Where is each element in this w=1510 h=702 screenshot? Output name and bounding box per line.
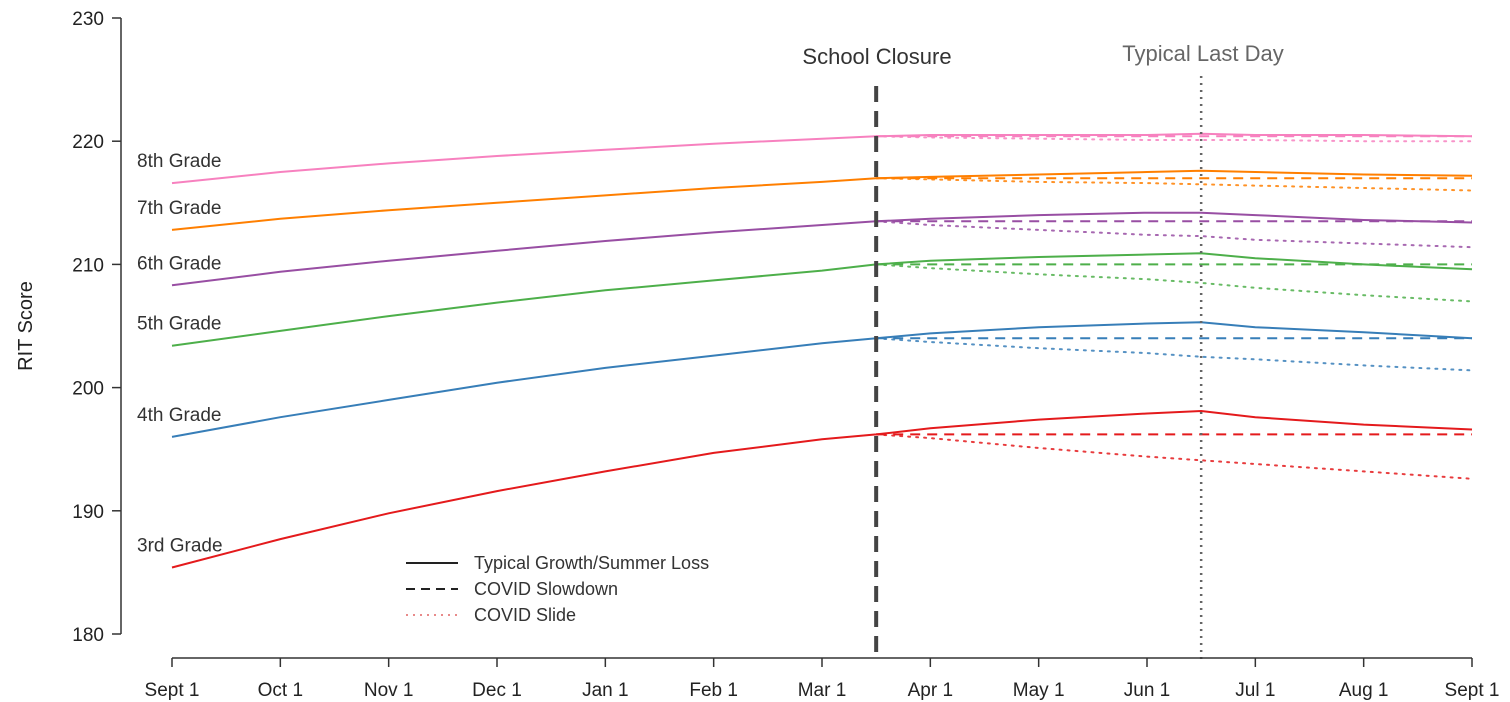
- 6th-grade-label: 6th Grade: [137, 253, 222, 274]
- x-tick-label: Apr 1: [908, 680, 953, 701]
- annotation-lines: [874, 76, 1203, 660]
- y-tick-label: 180: [72, 625, 104, 646]
- x-tick-label: Mar 1: [798, 680, 847, 701]
- y-tick-label: 230: [72, 9, 104, 30]
- 3rd-grade-label: 3rd Grade: [137, 535, 223, 556]
- x-tick-label: Sept 1: [1445, 680, 1500, 701]
- x-tick-label: Jun 1: [1124, 680, 1170, 701]
- legend: Typical Growth/Summer Loss COVID Slowdow…: [406, 553, 709, 625]
- x-tick-label: Nov 1: [364, 680, 414, 701]
- 8th-grade-covid-slide-line: [875, 135, 1473, 143]
- 6th-grade-covid-slide-line: [875, 220, 1473, 249]
- y-tick-label: 210: [72, 255, 104, 276]
- legend-label-slide: COVID Slide: [474, 605, 576, 625]
- x-tick-label: Feb 1: [689, 680, 738, 701]
- 3rd-grade-covid-slide-line: [875, 433, 1473, 480]
- y-tick-label: 200: [72, 379, 104, 400]
- x-ticks: Sept 1 Oct 1 Nov 1 Dec 1 Jan 1 Feb 1 Mar 1 Apr …: [145, 658, 1500, 701]
- 4th-grade-label: 4th Grade: [137, 405, 222, 426]
- 3rd-grade-typical-line: [171, 409, 1473, 569]
- x-tick-label: Aug 1: [1339, 680, 1389, 701]
- school-closure-label: School Closure: [802, 44, 951, 69]
- x-tick-label: Sept 1: [145, 680, 200, 701]
- 5th-grade-typical-line: [171, 252, 1473, 347]
- legend-label-typical: Typical Growth/Summer Loss: [474, 553, 709, 573]
- y-tick-label: 220: [72, 132, 104, 153]
- x-tick-label: Oct 1: [258, 680, 303, 701]
- 4th-grade-covid-slide-line: [875, 337, 1473, 372]
- grade-labels: 3rd Grade 4th Grade 5th Grade 6th Grade 7th …: [137, 151, 223, 556]
- 5th-grade-covid-slide-line: [875, 263, 1473, 303]
- x-tick-label: May 1: [1013, 680, 1065, 701]
- y-axis-title: RIT Score: [15, 281, 37, 371]
- typical-last-day-label: Typical Last Day: [1122, 41, 1283, 66]
- 8th-grade-label: 8th Grade: [137, 151, 222, 172]
- 7th-grade-typical-line: [171, 169, 1473, 231]
- x-tick-label: Jul 1: [1235, 680, 1275, 701]
- legend-label-slowdown: COVID Slowdown: [474, 579, 618, 599]
- 7th-grade-label: 7th Grade: [137, 198, 222, 219]
- 7th-grade-covid-slide-line: [875, 177, 1473, 192]
- y-tick-label: 190: [72, 502, 104, 523]
- x-tick-label: Jan 1: [582, 680, 628, 701]
- y-ticks: 180 190 200 210 220 230: [72, 9, 121, 646]
- 5th-grade-label: 5th Grade: [137, 314, 222, 335]
- plot-lines: [171, 132, 1473, 569]
- 4th-grade-typical-line: [171, 321, 1473, 438]
- x-tick-label: Dec 1: [472, 680, 522, 701]
- 6th-grade-typical-line: [171, 211, 1473, 287]
